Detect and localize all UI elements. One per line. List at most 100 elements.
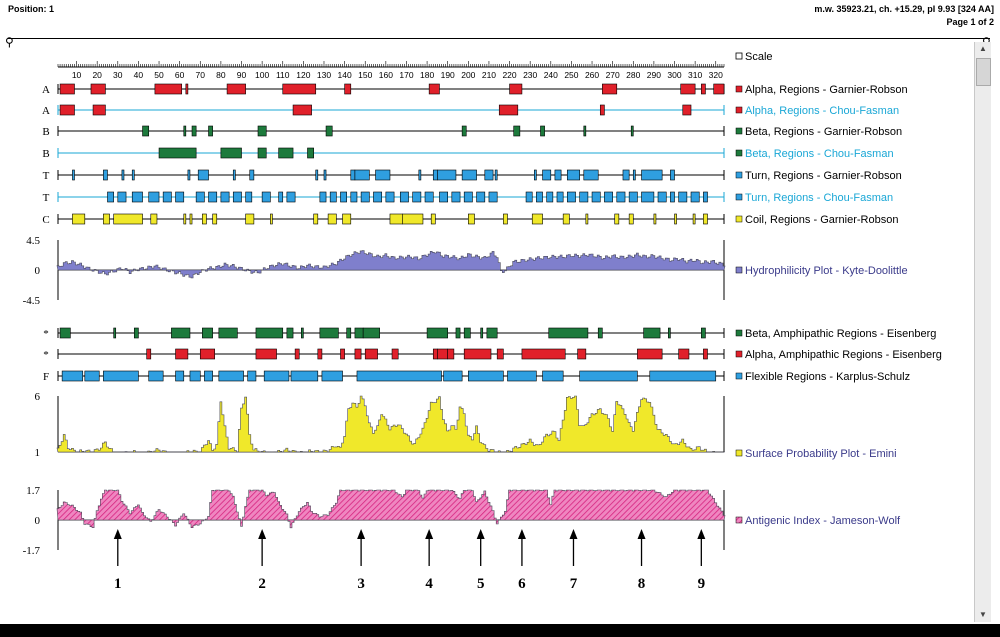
region-box bbox=[488, 191, 498, 203]
track-flex: F Flexible Regions - Karplus-Schulz bbox=[43, 370, 910, 383]
region-box bbox=[61, 370, 84, 382]
region-box bbox=[503, 213, 508, 225]
region-box bbox=[301, 327, 304, 339]
region-box bbox=[183, 213, 187, 225]
region-box bbox=[461, 125, 467, 137]
region-box bbox=[107, 191, 114, 203]
region-box bbox=[577, 348, 587, 360]
scale-tick-label: 160 bbox=[379, 70, 393, 80]
track-letter: T bbox=[43, 170, 50, 182]
track-letter: C bbox=[42, 214, 49, 226]
epitope-label: 5 bbox=[477, 576, 485, 592]
scale-tick-label: 230 bbox=[523, 70, 537, 80]
top-rule bbox=[8, 38, 990, 39]
region-box bbox=[121, 169, 125, 181]
region-box bbox=[583, 125, 587, 137]
region-box bbox=[703, 348, 708, 360]
region-box bbox=[674, 213, 677, 225]
region-box bbox=[498, 104, 519, 116]
legend-label: Flexible Regions - Karplus-Schulz bbox=[745, 371, 910, 383]
region-box bbox=[175, 191, 185, 203]
legend-label: Surface Probability Plot - Emini bbox=[745, 448, 897, 460]
region-box bbox=[480, 327, 484, 339]
scale-tick-label: 130 bbox=[317, 70, 331, 80]
region-box bbox=[614, 213, 620, 225]
region-box bbox=[703, 191, 708, 203]
region-box bbox=[282, 83, 317, 95]
region-box bbox=[668, 327, 671, 339]
region-box bbox=[354, 169, 370, 181]
epitope-arrows: 1 2 3 4 5 6 7 8 9 bbox=[113, 529, 706, 592]
vertical-scrollbar[interactable]: ▲ ▼ bbox=[974, 42, 991, 622]
region-box bbox=[131, 191, 143, 203]
region-box bbox=[496, 348, 504, 360]
region-box bbox=[315, 169, 319, 181]
region-box bbox=[701, 327, 706, 339]
legend-swatch bbox=[735, 149, 743, 157]
region-box bbox=[463, 348, 492, 360]
region-box bbox=[643, 327, 661, 339]
scale-tick-label: 60 bbox=[175, 70, 185, 80]
region-box bbox=[255, 348, 277, 360]
region-box bbox=[220, 191, 230, 203]
region-box bbox=[585, 213, 589, 225]
region-box bbox=[148, 191, 160, 203]
region-box bbox=[521, 348, 566, 360]
region-box bbox=[599, 104, 605, 116]
plot-axis-label: 4.5 bbox=[26, 235, 40, 247]
bottom-ruler-bar bbox=[0, 624, 1000, 637]
region-box bbox=[286, 191, 296, 203]
region-box bbox=[292, 104, 312, 116]
region-box bbox=[232, 191, 242, 203]
scroll-down-arrow-icon[interactable]: ▼ bbox=[975, 608, 991, 622]
legend-swatch bbox=[735, 193, 743, 201]
region-box bbox=[630, 125, 634, 137]
scroll-thumb[interactable] bbox=[976, 58, 991, 86]
region-box bbox=[426, 327, 449, 339]
region-box bbox=[329, 191, 337, 203]
region-box bbox=[319, 191, 327, 203]
scale-legend-label: Scale bbox=[745, 51, 773, 63]
region-box bbox=[566, 191, 576, 203]
legend-label: Hydrophilicity Plot - Kyte-Doolittle bbox=[745, 265, 908, 277]
region-box bbox=[507, 370, 537, 382]
region-box bbox=[286, 327, 294, 339]
scale-tick-label: 310 bbox=[688, 70, 702, 80]
track-letter: B bbox=[42, 126, 49, 138]
region-box bbox=[542, 370, 564, 382]
region-box bbox=[678, 348, 690, 360]
region-box bbox=[185, 83, 189, 95]
region-box bbox=[637, 348, 663, 360]
scale-tick-label: 80 bbox=[216, 70, 226, 80]
scale-tick-label: 40 bbox=[134, 70, 144, 80]
region-box bbox=[189, 213, 193, 225]
region-box bbox=[90, 83, 106, 95]
region-box bbox=[597, 327, 603, 339]
legend-swatch bbox=[735, 215, 743, 223]
region-box bbox=[455, 327, 461, 339]
track-beta-gr: B Beta, Regions - Garnier-Robson bbox=[42, 125, 902, 138]
region-box bbox=[247, 370, 257, 382]
region-box bbox=[350, 191, 358, 203]
scale-tick-label: 290 bbox=[647, 70, 661, 80]
region-box bbox=[494, 169, 498, 181]
region-box bbox=[131, 169, 135, 181]
plot-axis-label: 1 bbox=[35, 447, 41, 459]
scale-legend-swatch bbox=[735, 52, 743, 60]
region-box bbox=[468, 213, 475, 225]
region-box bbox=[451, 191, 461, 203]
left-marker-icon[interactable]: ⚲ bbox=[5, 35, 14, 49]
region-box bbox=[319, 327, 339, 339]
scroll-up-arrow-icon[interactable]: ▲ bbox=[975, 42, 991, 56]
region-box bbox=[670, 169, 675, 181]
region-box bbox=[249, 169, 255, 181]
region-box bbox=[443, 370, 463, 382]
region-box bbox=[59, 327, 71, 339]
legend-swatch bbox=[735, 106, 743, 114]
region-box bbox=[534, 169, 537, 181]
region-box bbox=[690, 191, 700, 203]
legend-label: Coil, Regions - Garnier-Robson bbox=[745, 214, 898, 226]
region-box bbox=[232, 169, 236, 181]
region-box bbox=[540, 125, 545, 137]
region-box bbox=[270, 213, 273, 225]
